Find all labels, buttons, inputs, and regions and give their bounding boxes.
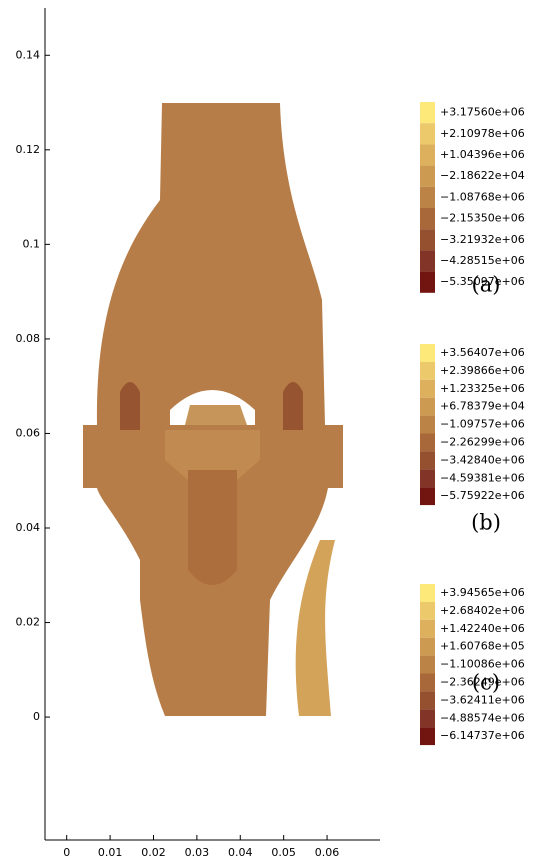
colorbar-swatch bbox=[420, 469, 435, 487]
x-tick-label: 0 bbox=[63, 846, 70, 859]
colorbar-label: −2.15350e+06 bbox=[440, 212, 525, 225]
figure: 0 0.01 0.02 0.03 0.04 0.05 0.06 0 0.02 0.04 0.06 0.… bbox=[0, 0, 549, 864]
y-tick-label: 0.04 bbox=[16, 521, 41, 534]
colorbar-label: −2.26299e+06 bbox=[440, 435, 525, 448]
colorbar-caption: (b) bbox=[471, 511, 501, 535]
colorbar-swatch bbox=[420, 144, 435, 165]
colorbar-label: +2.68402e+06 bbox=[440, 604, 525, 617]
colorbar-label: +3.56407e+06 bbox=[440, 346, 525, 359]
colorbar-label: +2.39866e+06 bbox=[440, 364, 525, 377]
colorbar-label: −4.59381e+06 bbox=[440, 471, 525, 484]
y-tick-label: 0.08 bbox=[16, 332, 41, 345]
y-tick-label: 0.12 bbox=[16, 143, 41, 156]
colorbar-label: −1.10086e+06 bbox=[440, 658, 525, 671]
colorbar-label: −1.09757e+06 bbox=[440, 418, 525, 431]
x-tick-label: 0.02 bbox=[141, 846, 166, 859]
colorbar-swatch bbox=[420, 487, 435, 505]
colorbar-swatch bbox=[420, 709, 435, 727]
colorbar-label: +6.78379e+04 bbox=[440, 400, 525, 413]
colorbar-label: +2.10978e+06 bbox=[440, 127, 525, 140]
x-tick-label: 0.05 bbox=[271, 846, 296, 859]
colorbar-swatch bbox=[420, 272, 435, 293]
colorbar-swatch bbox=[420, 620, 435, 638]
colorbar-swatch bbox=[420, 344, 435, 362]
mesh-shape bbox=[83, 103, 343, 716]
colorbar-caption: (a) bbox=[472, 273, 501, 297]
colorbar-label: +1.04396e+06 bbox=[440, 148, 525, 161]
colorbar-swatch bbox=[420, 638, 435, 656]
colorbar-label: +3.94565e+06 bbox=[440, 586, 525, 599]
colorbar-label: −6.14737e+06 bbox=[440, 729, 525, 742]
colorbar-swatch bbox=[420, 398, 435, 416]
colorbar-swatch bbox=[420, 656, 435, 674]
colorbar-label: −1.08768e+06 bbox=[440, 190, 525, 203]
colorbar-label: −5.75922e+06 bbox=[440, 489, 525, 502]
x-tick-label: 0.04 bbox=[228, 846, 253, 859]
colorbar-swatch bbox=[420, 123, 435, 144]
colorbar-caption: (c) bbox=[472, 671, 500, 695]
colorbar-swatch bbox=[420, 451, 435, 469]
x-tick-label: 0.06 bbox=[315, 846, 340, 859]
colorbar-label: −3.62411e+06 bbox=[440, 693, 525, 706]
colorbar-swatch bbox=[420, 416, 435, 434]
y-tick-label: 0.06 bbox=[16, 426, 41, 439]
colorbar-swatch bbox=[420, 362, 435, 380]
colorbar-label: −3.42840e+06 bbox=[440, 453, 525, 466]
colorbar-swatch bbox=[420, 250, 435, 271]
colorbar-swatch bbox=[420, 229, 435, 250]
colorbar-label: −4.28515e+06 bbox=[440, 254, 525, 267]
colorbar-swatch bbox=[420, 602, 435, 620]
y-tick-label: 0.1 bbox=[23, 237, 41, 250]
colorbar-label: −3.21932e+06 bbox=[440, 233, 525, 246]
colorbar-label: +3.17560e+06 bbox=[440, 106, 525, 119]
x-tick-label: 0.03 bbox=[185, 846, 210, 859]
colorbar-swatch bbox=[420, 208, 435, 229]
colorbar-swatch bbox=[420, 584, 435, 602]
x-tick-label: 0.01 bbox=[98, 846, 123, 859]
y-tick-label: 0.02 bbox=[16, 616, 41, 629]
colorbar-swatch bbox=[420, 102, 435, 123]
colorbar-label: +1.42240e+06 bbox=[440, 622, 525, 635]
colorbar-swatch bbox=[420, 674, 435, 692]
colorbar-label: −2.18622e+04 bbox=[440, 169, 525, 182]
colorbar-swatch bbox=[420, 166, 435, 187]
colorbar-swatch bbox=[420, 187, 435, 208]
y-tick-label: 0.14 bbox=[16, 48, 41, 61]
colorbar-label: +1.60768e+05 bbox=[440, 640, 525, 653]
colorbar-swatch bbox=[420, 380, 435, 398]
colorbar-swatch bbox=[420, 691, 435, 709]
y-tick-label: 0 bbox=[33, 710, 40, 723]
colorbar-label: +1.23325e+06 bbox=[440, 382, 525, 395]
colorbar-swatch bbox=[420, 727, 435, 745]
colorbar-swatch bbox=[420, 434, 435, 452]
colorbar-label: −4.88574e+06 bbox=[440, 711, 525, 724]
